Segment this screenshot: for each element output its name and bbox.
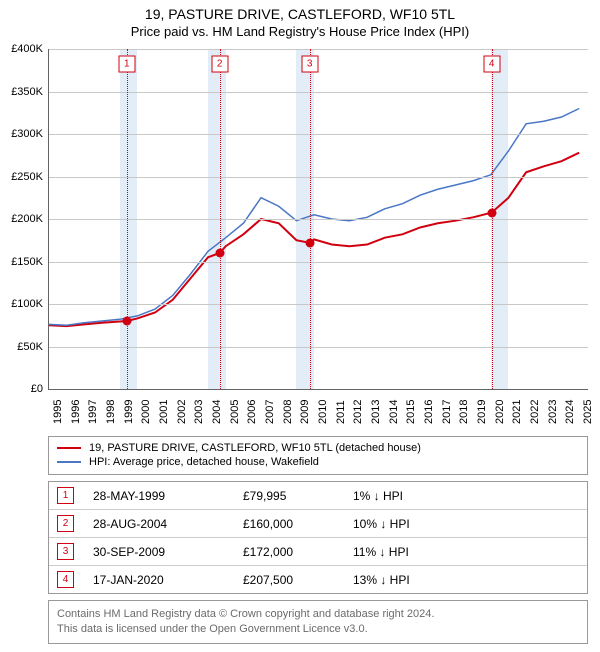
- x-axis-label: 2011: [335, 400, 347, 424]
- event-price: £172,000: [243, 545, 353, 559]
- x-axis-label: 2005: [229, 400, 241, 424]
- x-axis-label: 2025: [582, 400, 594, 424]
- event-row: 3 30-SEP-2009£172,00011% ↓ HPI: [49, 537, 587, 565]
- x-axis-labels: 1995 1996 1997 1998 1999 2000 2001 2002 2003 2004…: [48, 390, 588, 430]
- y-axis-label: £150K: [11, 256, 49, 268]
- x-axis-label: 1995: [52, 400, 64, 424]
- event-delta: 1% ↓ HPI: [353, 489, 579, 503]
- x-axis-label: 2024: [564, 400, 576, 424]
- x-axis-label: 2009: [299, 400, 311, 424]
- legend-row: 19, PASTURE DRIVE, CASTLEFORD, WF10 5TL …: [57, 441, 579, 455]
- x-axis-label: 2006: [246, 400, 258, 424]
- event-vline: [220, 49, 221, 389]
- sale-dot: [305, 238, 314, 247]
- titles: 19, PASTURE DRIVE, CASTLEFORD, WF10 5TL …: [0, 0, 600, 39]
- y-axis-label: £350K: [11, 86, 49, 98]
- plot-area: £0£50K£100K£150K£200K£250K£300K£350K£400…: [48, 49, 588, 390]
- x-axis-label: 2016: [423, 400, 435, 424]
- legend-label: 19, PASTURE DRIVE, CASTLEFORD, WF10 5TL …: [89, 442, 421, 454]
- x-axis-label: 2013: [370, 400, 382, 424]
- event-vline: [127, 49, 128, 389]
- gridline: [49, 49, 588, 50]
- x-axis-label: 2014: [388, 400, 400, 424]
- sale-dot: [122, 317, 131, 326]
- y-axis-label: £50K: [17, 341, 49, 353]
- x-axis-label: 1996: [70, 400, 82, 424]
- event-price: £160,000: [243, 517, 353, 531]
- sale-dot: [487, 208, 496, 217]
- sale-dot: [215, 249, 224, 258]
- x-axis-label: 2000: [140, 400, 152, 424]
- x-axis-label: 2023: [547, 400, 559, 424]
- title-line-2: Price paid vs. HM Land Registry's House …: [0, 24, 600, 39]
- event-vline: [310, 49, 311, 389]
- legend-swatch: [57, 461, 81, 463]
- gridline: [49, 304, 588, 305]
- event-row: 4 17-JAN-2020£207,50013% ↓ HPI: [49, 565, 587, 593]
- x-axis-label: 2001: [158, 400, 170, 424]
- x-axis-label: 2010: [317, 400, 329, 424]
- title-line-1: 19, PASTURE DRIVE, CASTLEFORD, WF10 5TL: [0, 6, 600, 22]
- event-index: 3: [57, 543, 74, 560]
- y-axis-label: £300K: [11, 128, 49, 140]
- event-marker: 2: [211, 56, 228, 73]
- event-marker: 1: [118, 56, 135, 73]
- y-axis-label: £400K: [11, 43, 49, 55]
- series-red: [49, 153, 579, 326]
- x-axis-label: 2015: [405, 400, 417, 424]
- x-axis-label: 2018: [458, 400, 470, 424]
- x-axis-label: 2021: [511, 400, 523, 424]
- legend-label: HPI: Average price, detached house, Wake…: [89, 456, 319, 468]
- event-delta: 13% ↓ HPI: [353, 573, 579, 587]
- event-marker: 4: [483, 56, 500, 73]
- event-delta: 10% ↓ HPI: [353, 517, 579, 531]
- chart-container: 19, PASTURE DRIVE, CASTLEFORD, WF10 5TL …: [0, 0, 600, 644]
- x-axis-label: 2003: [193, 400, 205, 424]
- gridline: [49, 177, 588, 178]
- event-row: 1 28-MAY-1999£79,9951% ↓ HPI: [49, 482, 587, 509]
- x-axis-label: 1999: [123, 400, 135, 424]
- event-index: 2: [57, 515, 74, 532]
- x-axis-label: 1997: [87, 400, 99, 424]
- gridline: [49, 219, 588, 220]
- x-axis-label: 2002: [176, 400, 188, 424]
- y-axis-label: £250K: [11, 171, 49, 183]
- x-axis-label: 2007: [264, 400, 276, 424]
- x-axis-label: 2004: [211, 400, 223, 424]
- event-price: £79,995: [243, 489, 353, 503]
- event-date: 28-AUG-2004: [93, 517, 243, 531]
- event-date: 30-SEP-2009: [93, 545, 243, 559]
- footer-attribution: Contains HM Land Registry data © Crown c…: [48, 600, 588, 644]
- legend-swatch: [57, 447, 81, 449]
- y-axis-label: £200K: [11, 213, 49, 225]
- x-axis-label: 2020: [494, 400, 506, 424]
- legend: 19, PASTURE DRIVE, CASTLEFORD, WF10 5TL …: [48, 436, 588, 475]
- event-date: 17-JAN-2020: [93, 573, 243, 587]
- events-table: 128-MAY-1999£79,9951% ↓ HPI228-AUG-2004£…: [48, 481, 588, 594]
- x-axis-label: 2008: [282, 400, 294, 424]
- event-index: 4: [57, 571, 74, 588]
- gridline: [49, 134, 588, 135]
- y-axis-label: £100K: [11, 298, 49, 310]
- event-marker: 3: [301, 56, 318, 73]
- y-axis-label: £0: [31, 383, 49, 395]
- event-vline: [492, 49, 493, 389]
- x-axis-label: 2019: [476, 400, 488, 424]
- series-blue: [49, 109, 579, 326]
- gridline: [49, 262, 588, 263]
- event-date: 28-MAY-1999: [93, 489, 243, 503]
- x-axis-label: 2012: [352, 400, 364, 424]
- x-axis-label: 2022: [529, 400, 541, 424]
- event-delta: 11% ↓ HPI: [353, 545, 579, 559]
- gridline: [49, 92, 588, 93]
- event-index: 1: [57, 487, 74, 504]
- x-axis-label: 2017: [441, 400, 453, 424]
- event-price: £207,500: [243, 573, 353, 587]
- x-axis-label: 1998: [105, 400, 117, 424]
- legend-row: HPI: Average price, detached house, Wake…: [57, 455, 579, 469]
- gridline: [49, 347, 588, 348]
- event-row: 2 28-AUG-2004£160,00010% ↓ HPI: [49, 509, 587, 537]
- footer-line-2: This data is licensed under the Open Gov…: [57, 622, 579, 637]
